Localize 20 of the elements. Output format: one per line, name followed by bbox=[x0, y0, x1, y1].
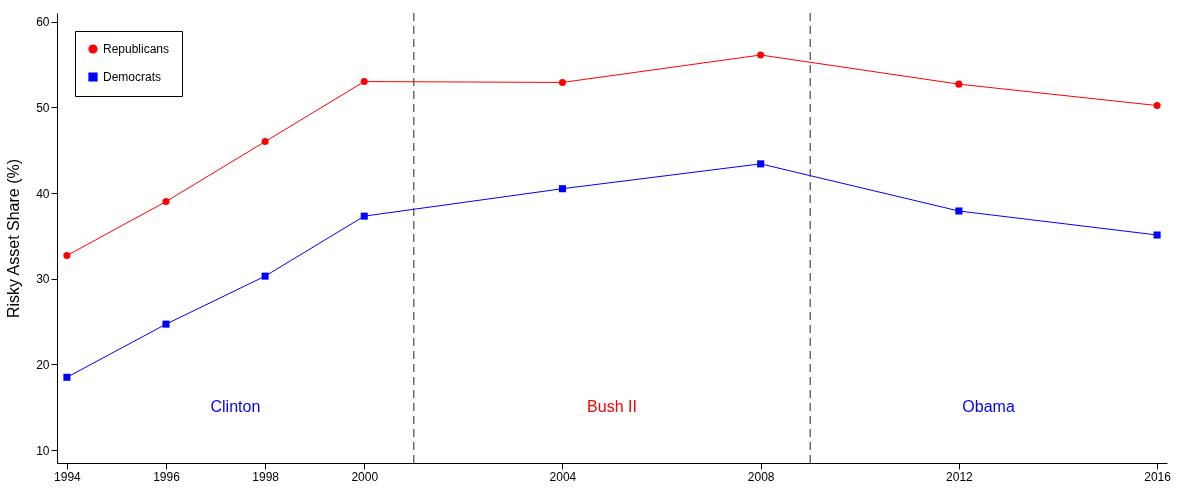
x-tick-label: 2012 bbox=[946, 469, 974, 484]
annotation: Obama bbox=[962, 397, 1015, 415]
y-tick-label: 60 bbox=[36, 15, 50, 30]
y-tick-label: 40 bbox=[36, 186, 50, 201]
x-tick-label: 2004 bbox=[549, 469, 577, 484]
y-axis-title: Risky Asset Share (%) bbox=[5, 158, 23, 319]
annotation: Clinton bbox=[210, 397, 261, 415]
x-tick-label: 1994 bbox=[54, 469, 82, 484]
x-tick-label: 2008 bbox=[747, 469, 775, 484]
y-tick-label: 10 bbox=[36, 443, 50, 458]
y-tick-label: 20 bbox=[36, 357, 50, 372]
annotation: Bush II bbox=[587, 397, 637, 415]
x-tick-label: 1996 bbox=[153, 469, 181, 484]
x-tick-label: 2000 bbox=[351, 469, 379, 484]
y-tick-label: 50 bbox=[36, 100, 50, 115]
x-tick-label: 2016 bbox=[1144, 469, 1172, 484]
x-tick-label: 1998 bbox=[252, 469, 280, 484]
y-tick-label: 30 bbox=[36, 272, 50, 287]
legend-label: Republicans bbox=[103, 42, 170, 56]
legend-label: Democrats bbox=[103, 70, 162, 84]
